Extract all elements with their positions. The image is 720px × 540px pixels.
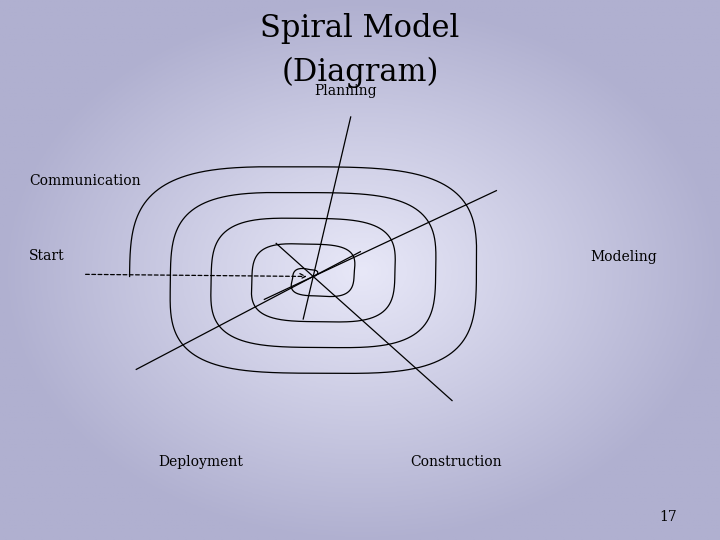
Text: Start: Start	[29, 249, 64, 264]
Text: 17: 17	[659, 510, 677, 524]
Text: Spiral Model: Spiral Model	[261, 14, 459, 44]
Text: Communication: Communication	[29, 174, 140, 188]
Text: Construction: Construction	[410, 455, 502, 469]
Text: Deployment: Deployment	[158, 455, 243, 469]
Text: Planning: Planning	[315, 84, 377, 98]
Text: (Diagram): (Diagram)	[282, 57, 438, 88]
Text: Modeling: Modeling	[590, 249, 657, 264]
